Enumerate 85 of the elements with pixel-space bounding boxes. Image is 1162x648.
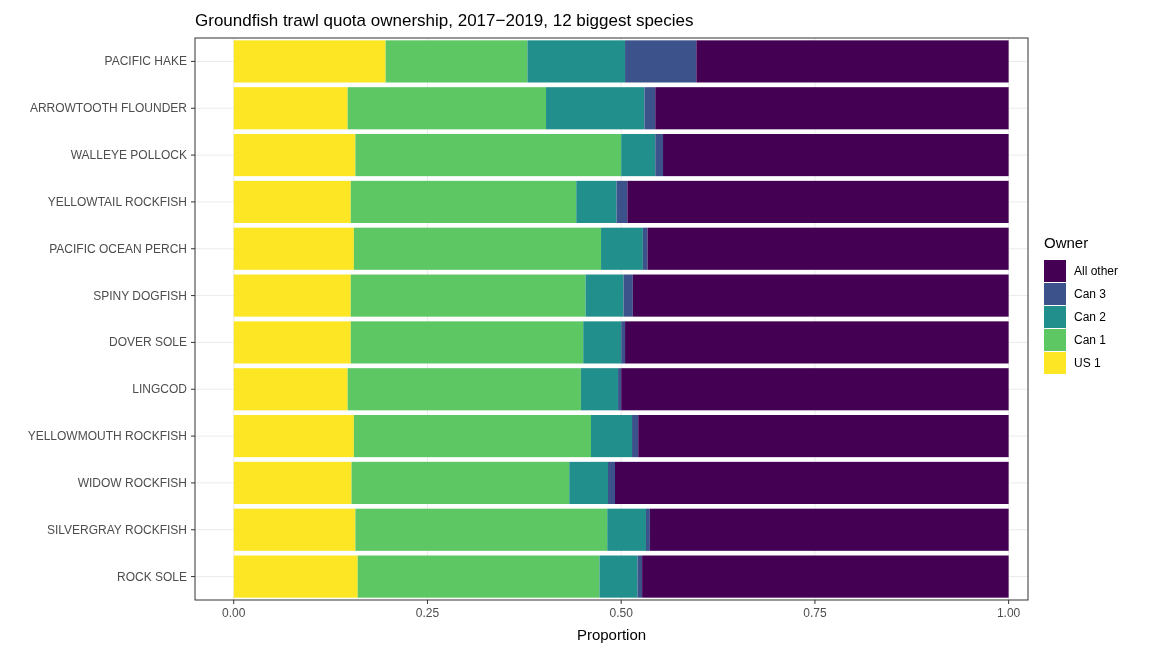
- bar: [621, 134, 656, 177]
- bar: [233, 180, 351, 223]
- legend-label: US 1: [1074, 356, 1101, 370]
- x-tick-label: 0.00: [222, 606, 246, 620]
- y-tick-label: SILVERGRAY ROCKFISH: [46, 522, 187, 537]
- bar: [632, 415, 639, 458]
- y-tick-label: WIDOW ROCKFISH: [77, 475, 187, 490]
- bar: [233, 227, 354, 270]
- bar: [233, 368, 348, 411]
- bar: [590, 415, 633, 458]
- bar: [357, 555, 600, 598]
- bar: [233, 321, 351, 364]
- bar: [355, 508, 608, 551]
- bar: [350, 274, 586, 317]
- y-tick-label: WALLEYE POLLOCK: [70, 148, 187, 163]
- bar: [645, 508, 650, 551]
- bar: [233, 87, 348, 130]
- y-tick-label: ARROWTOOTH FLOUNDER: [29, 101, 188, 116]
- bar: [623, 274, 633, 317]
- bar: [233, 134, 356, 177]
- bar: [569, 461, 609, 504]
- y-tick-label: YELLOWTAIL ROCKFISH: [47, 194, 187, 209]
- bar: [585, 274, 624, 317]
- bar: [353, 227, 602, 270]
- bar: [350, 180, 577, 223]
- x-tick-label: 0.25: [415, 606, 440, 620]
- bar: [599, 555, 638, 598]
- bar: [627, 180, 1009, 223]
- bar: [608, 461, 615, 504]
- bar: [355, 134, 622, 177]
- bar: [233, 555, 358, 598]
- bar: [583, 321, 622, 364]
- legend-label: All other: [1074, 264, 1119, 278]
- bar: [353, 415, 591, 458]
- y-tick-label: LINGCOD: [132, 382, 188, 397]
- y-tick-label: DOVER SOLE: [108, 335, 187, 350]
- x-axis-title: Proportion: [576, 626, 647, 643]
- bar: [347, 87, 547, 130]
- legend-label: Can 1: [1074, 333, 1107, 347]
- y-tick-label: ROCK SOLE: [116, 569, 187, 584]
- y-tick-label: PACIFIC OCEAN PERCH: [49, 241, 187, 256]
- bar: [642, 227, 648, 270]
- bar: [696, 40, 1009, 83]
- y-tick-label: SPINY DOGFISH: [93, 288, 187, 303]
- bar: [637, 555, 643, 598]
- bar: [638, 415, 1009, 458]
- bar: [233, 40, 386, 83]
- x-tick-label: 0.75: [803, 606, 827, 620]
- bar: [618, 368, 622, 411]
- bar: [233, 508, 356, 551]
- bar: [625, 40, 697, 83]
- bar: [546, 87, 645, 130]
- bar: [580, 368, 619, 411]
- bar: [385, 40, 528, 83]
- bar: [527, 40, 626, 83]
- legend-label: Can 2: [1074, 310, 1107, 324]
- bar: [647, 227, 1009, 270]
- x-tick-label: 1.00: [996, 606, 1021, 620]
- bar: [576, 180, 617, 223]
- bar: [607, 508, 646, 551]
- bar: [351, 461, 570, 504]
- bar: [350, 321, 584, 364]
- bar: [233, 274, 351, 317]
- legend-title: Owner: [1044, 234, 1089, 251]
- bar: [655, 87, 1009, 130]
- bar: [649, 508, 1009, 551]
- bar: [233, 415, 354, 458]
- bar: [621, 368, 1009, 411]
- bar: [644, 87, 656, 130]
- bar: [616, 180, 628, 223]
- bar: [621, 321, 626, 364]
- bar: [347, 368, 581, 411]
- bar: [663, 134, 1009, 177]
- x-tick-label: 0.50: [609, 606, 634, 620]
- bar: [655, 134, 664, 177]
- y-tick-label: YELLOWMOUTH ROCKFISH: [27, 429, 187, 444]
- legend-label: Can 3: [1074, 287, 1107, 301]
- bar: [233, 461, 352, 504]
- chart-title: Groundfish trawl quota ownership, 2017−2019, 12 biggest species: [195, 11, 694, 30]
- bar: [632, 274, 1009, 317]
- bar: [642, 555, 1009, 598]
- y-tick-label: PACIFIC HAKE: [104, 54, 187, 69]
- bar: [614, 461, 1009, 504]
- bar: [625, 321, 1009, 364]
- bar: [601, 227, 643, 270]
